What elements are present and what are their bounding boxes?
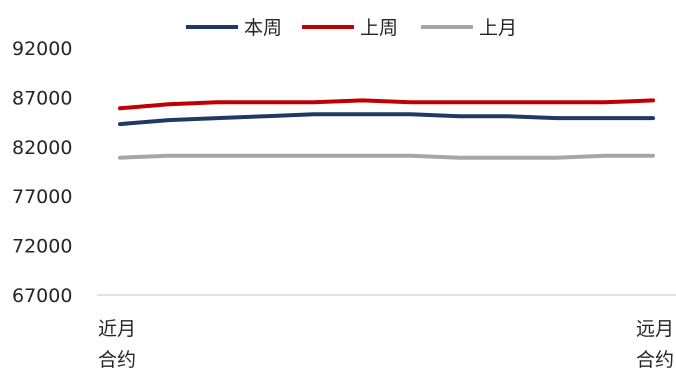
y-tick-label: 82000 [12,137,72,159]
series-line-2 [118,98,655,111]
series-line-3 [118,153,655,160]
series-line-1 [118,112,655,127]
series-group [118,98,655,160]
y-tick-label: 87000 [12,87,72,109]
y-tick-label: 67000 [12,285,72,307]
x-tick-label-line2: 合约 [636,349,674,371]
y-tick-label: 72000 [12,236,72,258]
legend: 本周 上周 上月 [186,17,517,39]
legend-label-1: 本周 [244,17,282,39]
y-axis: 92000 87000 82000 77000 72000 67000 [12,38,72,307]
x-tick-label-line1: 近月 [98,318,136,340]
legend-label-3: 上月 [479,17,517,39]
y-tick-label: 77000 [12,186,72,208]
y-tick-label: 92000 [12,38,72,60]
legend-label-2: 上周 [360,17,398,39]
x-tick-label-line2: 合约 [98,349,136,371]
x-tick-label-line1: 远月 [636,318,674,340]
